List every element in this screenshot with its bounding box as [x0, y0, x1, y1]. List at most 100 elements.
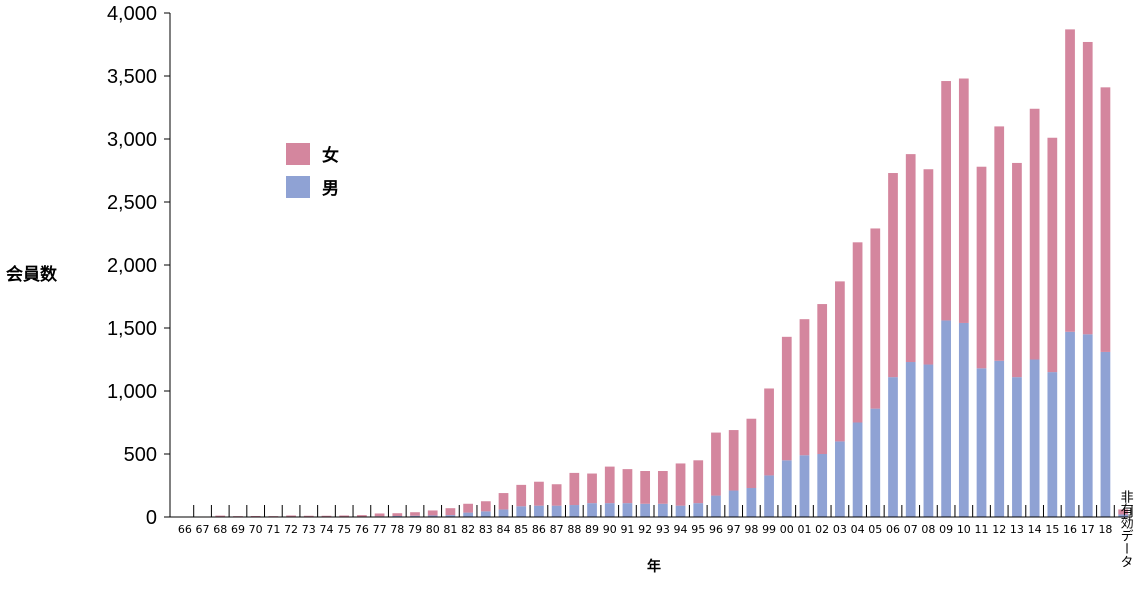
- bar-male: [658, 504, 668, 517]
- bar-male: [959, 323, 969, 517]
- x-tick-label: 70: [249, 523, 263, 536]
- bar-female: [516, 485, 526, 506]
- x-tick-label: 14: [1028, 523, 1042, 536]
- x-tick-label: 69: [231, 523, 245, 536]
- bar-female: [800, 319, 810, 455]
- x-tick-label: 96: [709, 523, 723, 536]
- x-tick-label: 83: [479, 523, 493, 536]
- x-tick-label: 17: [1081, 523, 1095, 536]
- bar-male: [729, 491, 739, 517]
- bar-male: [870, 409, 880, 517]
- bar-female: [924, 169, 934, 364]
- bar-male: [994, 361, 1004, 517]
- bar-female: [1083, 42, 1093, 334]
- bar-female: [711, 433, 721, 496]
- x-tick-label: 99: [762, 523, 776, 536]
- bar-male: [941, 320, 951, 517]
- bar-female: [446, 508, 456, 515]
- bar-female: [587, 474, 597, 504]
- x-axis-ticks: 66 67 68 69 70 71 72 73 74 75 76 77 78 79 80 81 82 83 84 85…: [178, 490, 1133, 568]
- bar-female: [994, 126, 1004, 360]
- x-tick-label: 07: [904, 523, 918, 536]
- bar-male: [676, 506, 686, 517]
- y-tick-label: 4,000: [107, 3, 157, 25]
- x-tick-label: 94: [674, 523, 688, 536]
- bar-female: [977, 167, 987, 369]
- bar-male: [1012, 377, 1022, 517]
- bar-male: [552, 506, 562, 517]
- bar-female: [817, 304, 827, 454]
- bar-female: [835, 281, 845, 441]
- x-tick-label: 08: [921, 523, 935, 536]
- bar-female: [215, 516, 225, 517]
- x-tick-label: 11: [975, 523, 989, 536]
- x-tick-label: 03: [833, 523, 847, 536]
- bar-female: [1030, 109, 1040, 360]
- bar-male: [481, 511, 491, 517]
- bar-male: [782, 460, 792, 517]
- x-tick-label: 75: [337, 523, 351, 536]
- x-tick-label: 79: [408, 523, 422, 536]
- y-tick-label: 2,000: [107, 255, 157, 277]
- x-tick-label: 67: [196, 523, 210, 536]
- x-tick-label: 00: [780, 523, 794, 536]
- bars: [180, 29, 1128, 517]
- x-tick-label: 72: [284, 523, 298, 536]
- bar-female: [782, 337, 792, 460]
- bar-male: [888, 377, 898, 517]
- y-tick-label: 2,500: [107, 192, 157, 214]
- bar-female: [1065, 29, 1075, 331]
- bar-female: [357, 515, 367, 516]
- x-tick-label: 02: [815, 523, 829, 536]
- bar-female: [888, 173, 898, 377]
- x-tick-label: 77: [373, 523, 387, 536]
- y-tick-label: 0: [146, 507, 157, 529]
- bar-female: [552, 484, 562, 505]
- x-tick-label: 93: [656, 523, 670, 536]
- bar-male: [906, 362, 916, 517]
- x-tick-label: 91: [620, 523, 634, 536]
- legend: 女 男: [286, 143, 339, 199]
- bar-female: [658, 471, 668, 504]
- x-tick-label: 66: [178, 523, 192, 536]
- bar-female: [481, 501, 491, 511]
- x-tick-label: 82: [461, 523, 475, 536]
- bar-female: [853, 242, 863, 422]
- x-tick-label: 15: [1045, 523, 1059, 536]
- bar-female: [286, 515, 296, 516]
- x-tick-label: 78: [390, 523, 404, 536]
- bar-male: [1065, 332, 1075, 517]
- bar-male: [711, 496, 721, 517]
- x-tick-label: 12: [992, 523, 1006, 536]
- bar-male: [587, 503, 597, 517]
- x-tick-label: 18: [1098, 523, 1112, 536]
- x-tick-label: 04: [851, 523, 865, 536]
- bar-female: [1012, 163, 1022, 377]
- bar-female: [1047, 138, 1057, 372]
- x-tick-label: 85: [514, 523, 528, 536]
- bar-female: [605, 467, 615, 504]
- bar-female: [322, 516, 332, 517]
- bar-male: [463, 513, 473, 517]
- x-tick-label: 非有効データ: [1118, 490, 1134, 568]
- x-tick-label: 76: [355, 523, 369, 536]
- bar-male: [569, 505, 579, 517]
- bar-male: [977, 368, 987, 517]
- x-tick-label: 95: [691, 523, 705, 536]
- bar-male: [640, 504, 650, 517]
- bar-female: [693, 460, 703, 503]
- x-tick-label: 86: [532, 523, 546, 536]
- bar-female: [499, 493, 509, 509]
- x-tick-label: 01: [797, 523, 811, 536]
- x-tick-label: 98: [744, 523, 758, 536]
- bar-male: [924, 365, 934, 517]
- y-tick-label: 1,500: [107, 318, 157, 340]
- x-tick-label: 13: [1010, 523, 1024, 536]
- bar-male: [623, 503, 633, 517]
- y-axis-ticks: 0 500 1,000 1,500 2,000 2,500 3,000 3,500 4,000: [107, 3, 170, 529]
- x-tick-label: 74: [319, 523, 333, 536]
- x-tick-label: 73: [302, 523, 316, 536]
- x-tick-label: 05: [868, 523, 882, 536]
- x-tick-label: 09: [939, 523, 953, 536]
